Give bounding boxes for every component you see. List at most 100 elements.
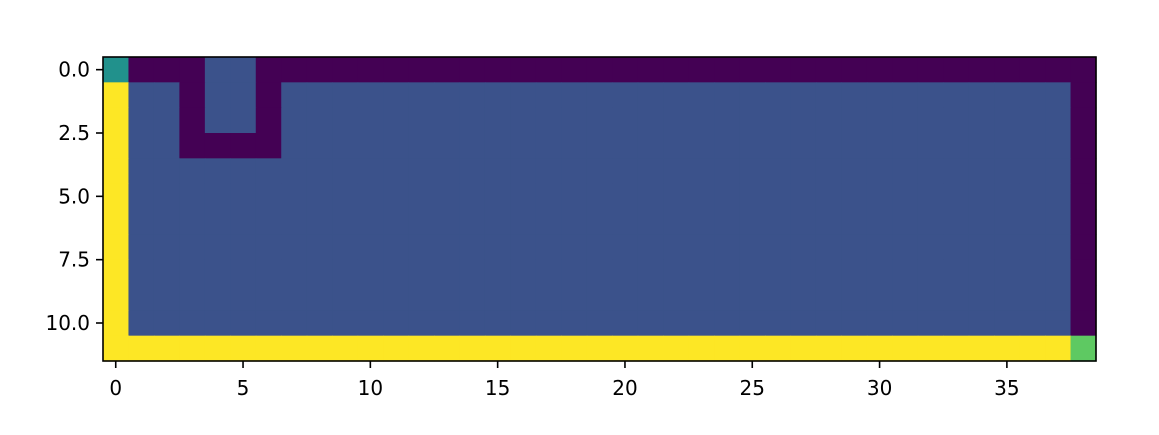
heatmap-cell	[357, 259, 384, 286]
heatmap-cell	[281, 209, 308, 235]
heatmap-cell	[586, 82, 613, 109]
heatmap-cell	[714, 335, 741, 362]
heatmap-cell	[917, 209, 944, 235]
heatmap-cell	[383, 133, 410, 159]
heatmap-cell	[892, 57, 919, 83]
heatmap-cell	[434, 107, 461, 134]
heatmap-cell	[841, 285, 868, 311]
heatmap-cell	[866, 158, 893, 185]
heatmap-cell	[510, 335, 537, 362]
heatmap-cell	[1070, 57, 1097, 83]
heatmap-cell	[917, 158, 944, 185]
heatmap-cell	[1045, 158, 1072, 185]
x-tick-label: 30	[867, 376, 892, 400]
heatmap-cell	[561, 335, 588, 362]
heatmap-cell	[739, 259, 766, 286]
heatmap-cell	[204, 259, 231, 286]
heatmap-cell	[459, 107, 486, 134]
heatmap-cell	[459, 82, 486, 109]
heatmap-cell	[866, 335, 893, 362]
heatmap-cell	[561, 57, 588, 83]
heatmap-cell	[612, 158, 639, 185]
heatmap-cell	[994, 209, 1021, 235]
heatmap-cell	[408, 183, 435, 210]
heatmap-cells	[103, 57, 1097, 362]
heatmap-cell	[917, 234, 944, 261]
heatmap-cell	[357, 82, 384, 109]
heatmap-cell	[255, 158, 282, 185]
heatmap-cell	[561, 183, 588, 210]
heatmap-cell	[968, 209, 995, 235]
heatmap-cell	[714, 82, 741, 109]
heatmap-cell	[408, 57, 435, 83]
heatmap-cell	[153, 133, 180, 159]
heatmap-cell	[943, 133, 970, 159]
heatmap-cell	[230, 310, 257, 337]
heatmap-cell	[357, 133, 384, 159]
heatmap-cell	[586, 310, 613, 337]
heatmap-cell	[1070, 310, 1097, 337]
heatmap-cell	[739, 335, 766, 362]
heatmap-cell	[408, 259, 435, 286]
heatmap-cell	[281, 133, 308, 159]
heatmap-cell	[383, 310, 410, 337]
heatmap-cell	[230, 107, 257, 134]
heatmap-cell	[281, 82, 308, 109]
heatmap-cell	[281, 310, 308, 337]
y-tick-label: 0.0	[58, 58, 90, 82]
heatmap-cell	[765, 335, 792, 362]
heatmap-cell	[128, 183, 155, 210]
heatmap-cell	[357, 285, 384, 311]
heatmap-cell	[866, 107, 893, 134]
heatmap-cell	[434, 82, 461, 109]
heatmap-cell	[688, 158, 715, 185]
x-tick-label: 15	[485, 376, 510, 400]
heatmap-cell	[459, 133, 486, 159]
heatmap-cell	[943, 335, 970, 362]
heatmap-cell	[841, 107, 868, 134]
heatmap-cell	[968, 259, 995, 286]
heatmap-cell	[103, 234, 130, 261]
heatmap-cell	[535, 310, 562, 337]
heatmap-cell	[586, 57, 613, 83]
heatmap-cell	[943, 310, 970, 337]
heatmap-cell	[434, 285, 461, 311]
heatmap-cell	[1070, 133, 1097, 159]
heatmap-cell	[612, 285, 639, 311]
heatmap-cell	[484, 209, 511, 235]
heatmap-cell	[408, 310, 435, 337]
heatmap-cell	[1070, 209, 1097, 235]
heatmap-cell	[943, 234, 970, 261]
heatmap-cell	[714, 57, 741, 83]
heatmap-cell	[892, 82, 919, 109]
heatmap-cell	[179, 259, 206, 286]
heatmap-cell	[1019, 310, 1046, 337]
heatmap-cell	[230, 158, 257, 185]
heatmap-cell	[943, 183, 970, 210]
heatmap-cell	[739, 82, 766, 109]
heatmap-cell	[204, 335, 231, 362]
plot-frame	[102, 56, 1097, 362]
heatmap-cell	[612, 310, 639, 337]
heatmap-cell	[408, 107, 435, 134]
heatmap-cell	[103, 158, 130, 185]
heatmap-cell	[535, 335, 562, 362]
heatmap-cell	[586, 107, 613, 134]
heatmap-cell	[994, 259, 1021, 286]
heatmap-cell	[815, 259, 842, 286]
heatmap-cell	[535, 107, 562, 134]
heatmap-cell	[408, 285, 435, 311]
heatmap-cell	[586, 285, 613, 311]
heatmap-cell	[612, 335, 639, 362]
heatmap-cell	[815, 183, 842, 210]
heatmap-cell	[230, 82, 257, 109]
heatmap-cell	[663, 133, 690, 159]
heatmap-cell	[332, 335, 359, 362]
heatmap-cell	[866, 133, 893, 159]
heatmap-cell	[204, 234, 231, 261]
heatmap-cell	[943, 259, 970, 286]
heatmap-cell	[103, 57, 130, 83]
heatmap-cell	[968, 158, 995, 185]
heatmap-cell	[663, 310, 690, 337]
heatmap-cell	[637, 285, 664, 311]
